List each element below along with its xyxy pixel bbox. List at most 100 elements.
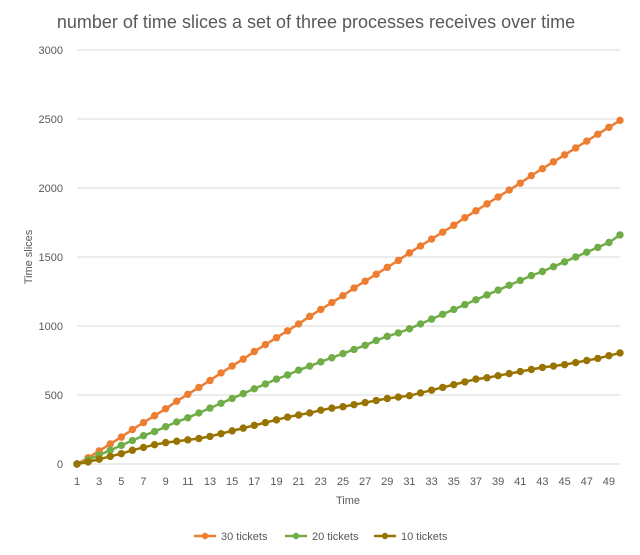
x-tick-label: 25 [337, 476, 349, 488]
data-point [339, 403, 347, 411]
data-point [383, 332, 391, 341]
data-point [184, 436, 192, 444]
data-point [195, 434, 203, 443]
data-point [372, 336, 380, 345]
data-point [350, 345, 358, 354]
data-point [206, 404, 214, 412]
data-point [483, 291, 491, 299]
data-point [350, 400, 358, 409]
data-point [583, 356, 591, 365]
y-axis-title: Time slices [23, 229, 35, 284]
legend-label-1: 30 tickets [221, 531, 268, 543]
data-point [527, 271, 536, 280]
data-point [173, 418, 181, 426]
data-point [328, 354, 336, 362]
data-point [605, 351, 613, 360]
data-point [350, 284, 358, 292]
x-tick-label: 21 [293, 476, 305, 488]
data-point [483, 200, 491, 208]
x-tick-label: 5 [118, 476, 124, 488]
data-point [505, 281, 513, 289]
data-point [272, 416, 281, 424]
data-point [438, 228, 447, 236]
data-point [128, 425, 137, 434]
data-point [250, 385, 259, 393]
data-point [173, 437, 181, 445]
data-point [195, 383, 203, 392]
x-tick-label: 47 [581, 476, 593, 488]
data-point [394, 256, 403, 265]
data-point [594, 130, 602, 138]
data-point [294, 320, 303, 328]
legend-marker-3 [381, 532, 389, 540]
data-point [294, 411, 303, 419]
data-point [217, 369, 225, 377]
data-point [616, 116, 624, 125]
y-tick-label: 500 [45, 390, 63, 402]
data-point [516, 179, 524, 187]
data-point [195, 409, 203, 417]
x-tick-label: 29 [381, 476, 393, 488]
data-point [549, 262, 558, 271]
data-point [228, 394, 236, 403]
legend-label-3: 10 tickets [401, 531, 448, 543]
data-point [494, 286, 502, 294]
data-point [516, 276, 524, 285]
data-point [206, 376, 214, 385]
x-tick-label: 31 [403, 476, 415, 488]
data-point [571, 358, 580, 367]
y-tick-label: 1000 [39, 321, 63, 333]
data-point [538, 164, 547, 173]
data-point [73, 460, 81, 468]
data-point [239, 424, 247, 432]
data-point [317, 358, 325, 366]
x-tick-label: 39 [492, 476, 504, 488]
data-point [317, 305, 325, 314]
data-point [494, 371, 502, 380]
x-tick-label: 13 [204, 476, 216, 488]
x-tick-label: 49 [603, 476, 615, 488]
data-point [283, 327, 292, 335]
y-tick-label: 0 [57, 459, 63, 471]
data-point [361, 398, 369, 407]
data-point [184, 414, 192, 422]
data-point [549, 362, 558, 370]
data-point [306, 409, 314, 417]
data-point [306, 312, 314, 321]
data-point [239, 355, 247, 363]
data-point [206, 432, 214, 441]
series-group [73, 116, 624, 468]
data-point [283, 413, 292, 421]
x-tick-label: 7 [140, 476, 146, 488]
data-point [538, 363, 547, 372]
data-point [128, 436, 137, 445]
data-point [438, 383, 447, 392]
data-point [450, 221, 458, 229]
data-point [361, 277, 369, 285]
x-tick-label: 27 [359, 476, 371, 488]
legend-marker-1 [201, 532, 209, 540]
data-point [416, 389, 425, 397]
data-point [139, 418, 148, 427]
data-point [84, 458, 92, 466]
data-point [394, 393, 403, 401]
data-point [217, 429, 225, 438]
data-point [106, 440, 114, 448]
data-point [339, 291, 347, 300]
legend: 30 tickets 20 tickets 10 tickets [194, 531, 448, 543]
data-point [106, 452, 114, 461]
data-point [560, 360, 569, 369]
data-point [560, 151, 569, 159]
data-point [494, 193, 502, 201]
data-point [250, 421, 259, 430]
x-tick-label: 43 [536, 476, 548, 488]
data-point [505, 369, 513, 378]
data-point [472, 375, 480, 383]
data-point [228, 362, 236, 370]
data-point [272, 375, 281, 383]
data-point [272, 334, 281, 342]
data-point [184, 390, 192, 399]
